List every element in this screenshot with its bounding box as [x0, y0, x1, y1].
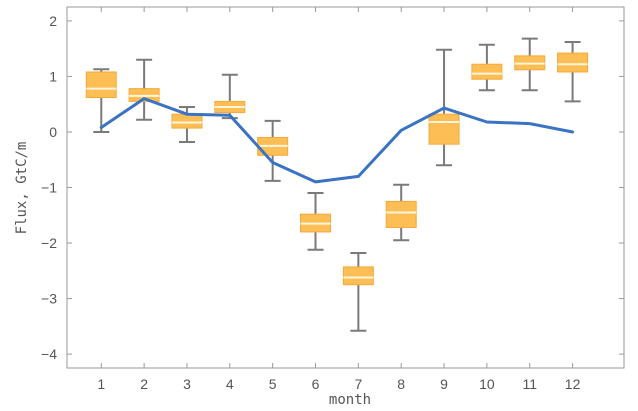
box-iqr — [85, 71, 117, 99]
box-iqr — [171, 113, 203, 129]
box-month-2 — [128, 58, 160, 121]
x-tick-label: 12 — [565, 376, 581, 392]
box-month-11 — [514, 37, 546, 92]
x-tick-label: 4 — [226, 376, 234, 392]
x-tick-label: 11 — [522, 376, 537, 392]
x-axis: 1 2 3 4 5 6 7 8 9 10 11 12 — [97, 7, 581, 392]
x-axis-label: month — [329, 392, 371, 408]
box-month-9 — [428, 48, 460, 167]
box-month-8 — [385, 183, 417, 242]
y-tick-label: 0 — [49, 124, 57, 140]
y-tick-label: 2 — [49, 13, 57, 29]
box-month-6 — [300, 192, 332, 251]
box-month-4 — [214, 73, 246, 120]
x-tick-label: 7 — [354, 376, 362, 392]
y-tick-label: −2 — [41, 235, 57, 251]
y-axis: −4 −3 −2 −1 0 1 2 — [41, 13, 624, 362]
y-axis-label: Flux, GtC/m — [14, 142, 30, 235]
y-tick-label: −4 — [41, 346, 57, 362]
x-tick-label: 2 — [140, 376, 148, 392]
box-iqr — [342, 266, 374, 286]
box-month-3 — [171, 105, 203, 143]
box-month-5 — [257, 119, 289, 182]
y-tick-label: −3 — [41, 291, 57, 307]
x-tick-label: 8 — [397, 376, 405, 392]
y-tick-label: −1 — [41, 180, 57, 196]
box-month-1 — [85, 68, 117, 133]
x-tick-label: 9 — [440, 376, 448, 392]
box-iqr — [557, 52, 589, 73]
box-month-12 — [557, 40, 589, 103]
box-iqr — [385, 200, 417, 228]
series-line — [99, 97, 575, 184]
x-tick-label: 3 — [183, 376, 191, 392]
y-tick-label: 1 — [49, 68, 57, 84]
x-tick-label: 5 — [269, 376, 277, 392]
x-tick-label: 6 — [312, 376, 320, 392]
box-month-10 — [471, 43, 503, 92]
box-iqr — [471, 63, 503, 80]
x-tick-label: 10 — [479, 376, 495, 392]
line-series — [99, 97, 575, 184]
box-month-7 — [342, 252, 374, 332]
x-tick-label: 1 — [97, 376, 105, 392]
box-series — [85, 37, 589, 332]
box-iqr — [428, 113, 460, 145]
